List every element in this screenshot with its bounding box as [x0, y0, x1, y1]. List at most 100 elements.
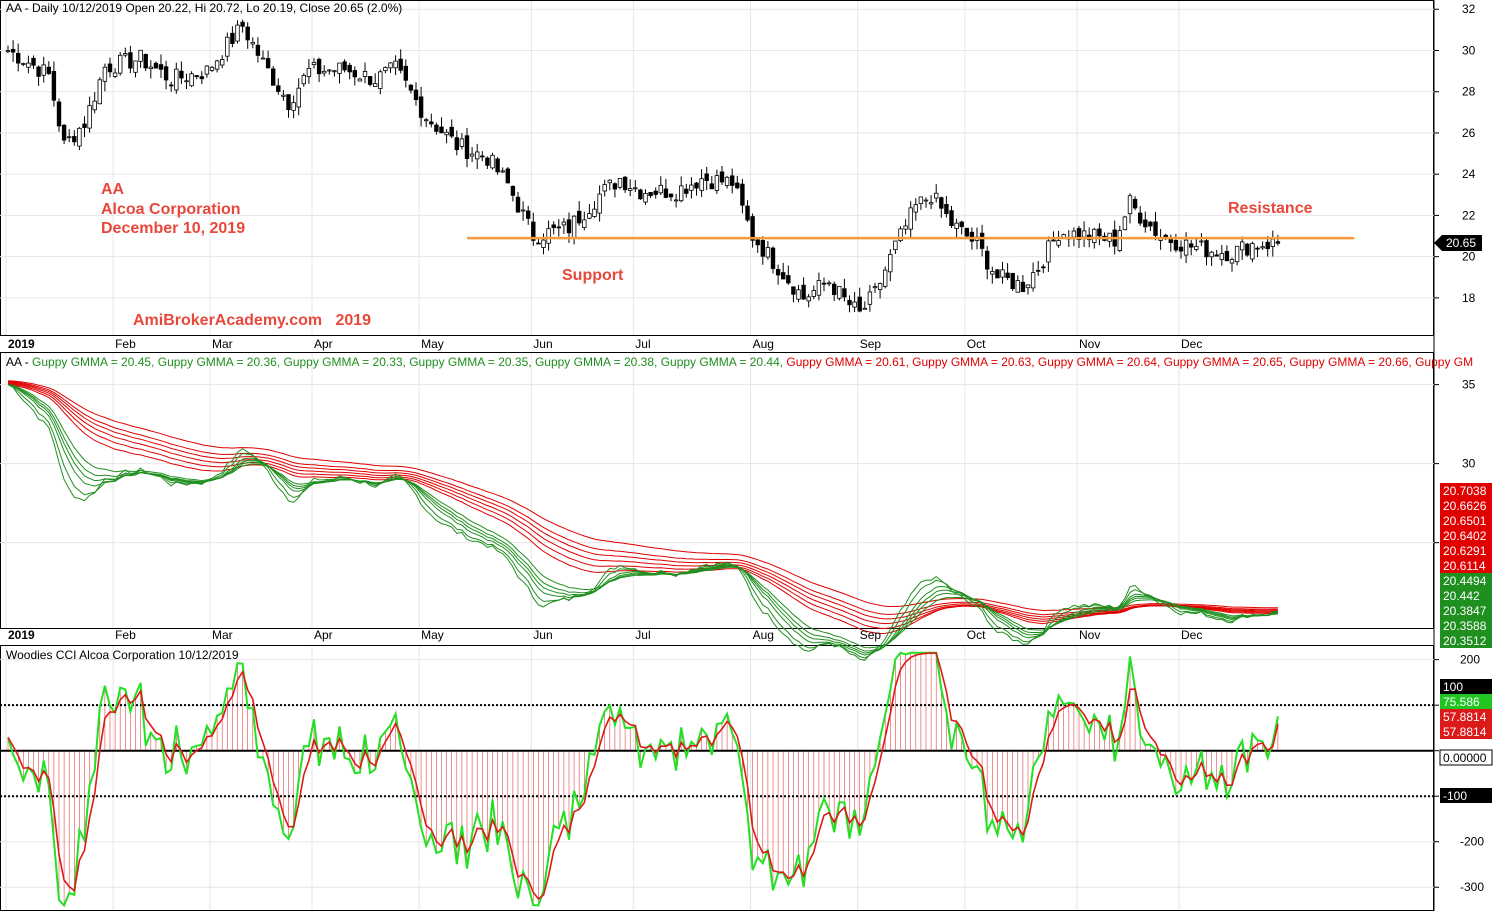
candle-body	[469, 153, 475, 157]
gmma-value-tag-bg	[1440, 483, 1492, 498]
candle-body	[1005, 272, 1010, 279]
gmma-legend-entry: Guppy GMMA = 20.61,	[786, 355, 912, 369]
price-y-tick-label: 24	[1462, 167, 1476, 181]
candle-body	[1097, 228, 1102, 237]
candle-body	[199, 76, 204, 80]
candle-body	[408, 84, 414, 91]
candle-body	[577, 210, 582, 224]
gmma-long-line	[7, 384, 1278, 635]
candle-body	[775, 269, 781, 276]
price-y-tick-label: 30	[1462, 43, 1476, 57]
axes: 2019 2019 Feb Feb Mar Mar Apr Apr May May Jun Jun Ju…	[8, 2, 1484, 894]
gmma-value-tag: 20.442	[1443, 589, 1480, 603]
gmma-value-tag: 20.4494	[1443, 574, 1487, 588]
candle-body	[179, 70, 184, 79]
candle-body	[168, 84, 174, 87]
candle-body	[1071, 230, 1077, 238]
candle-body	[724, 176, 730, 186]
candle-body	[449, 126, 454, 137]
candle-body	[694, 182, 699, 189]
candle-body	[61, 124, 67, 141]
candle-body	[556, 226, 561, 229]
candle-body	[939, 197, 944, 209]
candle-body	[1041, 266, 1046, 269]
cci-value-tag-bg	[1440, 724, 1492, 739]
candle-body	[1092, 228, 1097, 243]
candle-body	[592, 208, 597, 217]
candle-body	[204, 65, 210, 75]
candle-body	[653, 190, 658, 195]
candle-body	[765, 247, 771, 258]
cci-panel-header: Woodies CCI Alcoa Corporation 10/12/2019	[6, 648, 239, 662]
candle-body	[1204, 240, 1209, 258]
candle-body	[500, 170, 505, 173]
candle-body	[796, 289, 801, 300]
candle-body	[949, 210, 954, 227]
candle-body	[520, 209, 526, 212]
candle-body	[1138, 212, 1143, 224]
candle-body	[679, 185, 684, 202]
candle-body	[143, 54, 148, 69]
candle-body	[1036, 269, 1041, 272]
x-tick-label: Apr	[314, 337, 333, 351]
cci-value-tag: -100	[1443, 789, 1467, 803]
candle-body	[418, 96, 424, 118]
candle-body	[485, 157, 490, 166]
candle-body	[102, 66, 108, 82]
gmma-value-tag: 20.3847	[1443, 604, 1487, 618]
x-tick-label: Feb	[115, 628, 136, 642]
gmma-short-line	[7, 384, 1278, 661]
price-y-tick-label: 26	[1462, 126, 1476, 140]
candle-body	[362, 70, 368, 77]
candle-body	[709, 183, 714, 190]
cci-lines	[0, 651, 1434, 908]
price-y-tick-label: 20	[1462, 250, 1476, 264]
candle-body	[260, 57, 266, 60]
candle-body	[1219, 253, 1224, 260]
gmma-value-tag-bg	[1440, 513, 1492, 528]
candle-body	[118, 54, 123, 74]
candle-body	[434, 124, 439, 132]
cci-y-tick-label: -200	[1460, 835, 1484, 849]
candle-body	[735, 182, 740, 189]
candle-body	[908, 207, 913, 230]
candle-body	[1240, 241, 1245, 251]
candle-body	[531, 221, 536, 241]
candle-body	[888, 254, 893, 273]
candle-body	[536, 242, 541, 245]
candle-body	[633, 187, 638, 190]
candle-body	[367, 76, 373, 85]
gmma-value-tag: 20.6291	[1443, 544, 1487, 558]
candle-body	[566, 219, 572, 234]
candle-body	[87, 105, 92, 129]
gmma-y-tick-label: 35	[1462, 378, 1476, 392]
cci-value-tag-bg	[1440, 679, 1492, 694]
candle-body	[1046, 240, 1051, 263]
candle-body	[781, 272, 786, 280]
candle-body	[770, 247, 776, 269]
gmma-long-line	[7, 383, 1278, 630]
candle-body	[1270, 238, 1275, 247]
cci-value-tag-bg	[1440, 709, 1492, 724]
price-candles	[5, 19, 1355, 313]
candle-body	[72, 136, 77, 143]
candle-body	[638, 189, 643, 200]
candle-body	[867, 291, 873, 305]
candle-body	[699, 178, 704, 191]
gmma-value-tag-bg	[1440, 633, 1492, 648]
candle-body	[964, 227, 969, 237]
candle-body	[296, 87, 301, 108]
candle-body	[913, 204, 918, 213]
candle-body	[1143, 219, 1148, 228]
annotation-date: December 10, 2019	[101, 220, 245, 237]
candle-body	[1275, 241, 1281, 244]
candle-body	[423, 119, 429, 122]
candle-body	[969, 231, 975, 242]
candle-body	[174, 68, 179, 91]
gmma-legend-entry: Guppy GMMA = 20.33,	[283, 355, 409, 369]
candle-body	[342, 61, 347, 71]
candle-body	[1148, 221, 1153, 227]
candle-body	[1245, 243, 1250, 256]
candle-body	[1020, 281, 1026, 293]
candle-body	[923, 199, 929, 202]
